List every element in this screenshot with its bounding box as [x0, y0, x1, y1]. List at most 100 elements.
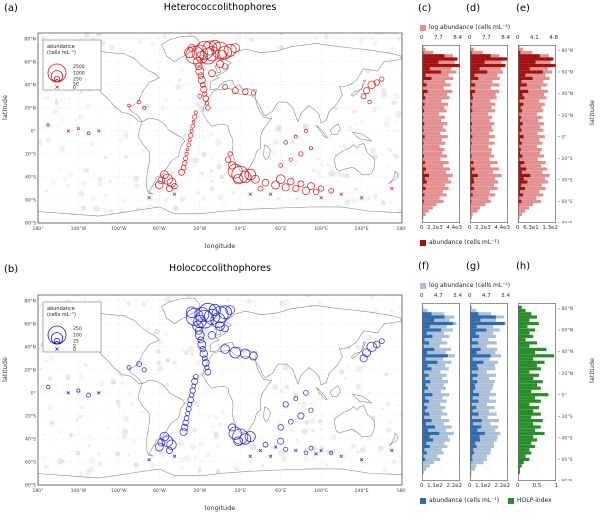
- svg-text:20°W: 20°W: [193, 226, 206, 232]
- right-ylabel-top: latitude: [588, 100, 596, 125]
- svg-text:(cells mL⁻¹): (cells mL⁻¹): [47, 50, 76, 56]
- svg-text:0°: 0°: [562, 134, 567, 140]
- tick-label: 0: [420, 225, 424, 231]
- svg-text:20°E: 20°E: [235, 488, 246, 494]
- tick-label: 4.1: [530, 35, 539, 41]
- tick-label: 0.5: [532, 483, 542, 489]
- panel-c-top-ticks: 0 7.7 8.4: [420, 35, 462, 41]
- tick-label: 2.2e3: [475, 225, 491, 231]
- svg-text:80°S: 80°S: [25, 221, 36, 227]
- legend-label: log abundance (cells mL⁻¹): [429, 282, 511, 289]
- svg-text:80°S: 80°S: [25, 483, 36, 489]
- svg-text:20°E: 20°E: [235, 226, 246, 232]
- svg-text:50: 50: [73, 81, 79, 87]
- svg-text:20°S: 20°S: [562, 414, 573, 420]
- tick-label: 4.7: [482, 293, 491, 299]
- abundance-blue-swatch: [420, 497, 426, 504]
- svg-text:0°: 0°: [31, 129, 36, 135]
- map-b-title: Holococcolithophores: [169, 263, 271, 274]
- svg-text:80°N: 80°N: [24, 36, 36, 42]
- svg-text:2500: 2500: [73, 64, 85, 70]
- panel-label-h: (h): [516, 261, 531, 272]
- svg-text:25: 25: [73, 338, 79, 344]
- svg-text:20°S: 20°S: [25, 414, 36, 420]
- tick-label: 0: [516, 35, 520, 41]
- svg-text:80°N: 80°N: [24, 298, 36, 304]
- log-abundance-red-swatch: [420, 24, 426, 31]
- svg-text:80°N: 80°N: [562, 48, 574, 54]
- svg-text:140°W: 140°W: [71, 226, 87, 232]
- panel-c-bottom-ticks: 0 2.2e3 4.4e3: [420, 225, 462, 231]
- svg-text:60°W: 60°W: [153, 488, 166, 494]
- map-b-xlabel: longitude: [204, 504, 236, 512]
- map-a-title: Heterococcolithophores: [163, 2, 277, 13]
- tick-label: 2.2e3: [427, 225, 443, 231]
- legend-log-abundance-red: log abundance (cells mL⁻¹): [420, 24, 510, 31]
- svg-text:60°E: 60°E: [275, 226, 286, 232]
- svg-text:180°: 180°: [396, 226, 406, 232]
- latitude-axis-bottom: 80°N 60°N 40°N 20°N 0° 20°S 40°S 60°S 80°S: [558, 306, 574, 481]
- panel-d-top-ticks: 0 7.7 8.4: [468, 35, 510, 41]
- profile-c: [422, 45, 460, 223]
- legend-label: abundance (cells mL⁻¹): [429, 497, 500, 504]
- svg-text:100: 100: [73, 333, 82, 339]
- panel-g-bottom-ticks: 0 1.1e2 2.2e2: [468, 483, 510, 489]
- svg-text:60°S: 60°S: [562, 457, 573, 463]
- svg-text:140°E: 140°E: [355, 488, 369, 494]
- tick-label: 4.8: [549, 35, 558, 41]
- panel-e-top-ticks: 0 4.1 4.8: [516, 35, 558, 41]
- panel-label-g: (g): [466, 261, 481, 272]
- panel-e-bottom-ticks: 0 6.3e1 1.3e2: [516, 225, 558, 231]
- svg-text:0°: 0°: [562, 392, 567, 398]
- tick-label: 5.4: [453, 293, 462, 299]
- tick-label: 0: [420, 483, 424, 489]
- svg-text:60°W: 60°W: [153, 226, 166, 232]
- panel-label-c: (c): [418, 3, 432, 14]
- svg-text:100°E: 100°E: [314, 226, 328, 232]
- tick-label: 2.2e2: [446, 483, 462, 489]
- svg-text:250: 250: [73, 76, 82, 82]
- legend-abundance-blue: abundance (cells mL⁻¹): [420, 497, 499, 504]
- legend-abundance-red: abundance (cells mL⁻¹): [420, 239, 499, 246]
- svg-text:250: 250: [73, 326, 82, 332]
- svg-text:20°S: 20°S: [562, 156, 573, 162]
- svg-text:0°: 0°: [31, 391, 36, 397]
- svg-text:abundance: abundance: [47, 306, 75, 312]
- tick-label: 7.7: [482, 35, 491, 41]
- tick-label: 1.1e2: [475, 483, 491, 489]
- svg-text:60°N: 60°N: [24, 59, 36, 65]
- legend-label: log abundance (cells mL⁻¹): [429, 24, 511, 31]
- svg-text:40°S: 40°S: [25, 437, 36, 443]
- tick-label: 0: [468, 293, 472, 299]
- svg-text:80°S: 80°S: [562, 479, 573, 481]
- right-ylabel-bottom: latitude: [588, 358, 596, 383]
- tick-label: 8.4: [501, 35, 510, 41]
- tick-label: 0: [516, 225, 520, 231]
- tick-label: 0: [420, 293, 424, 299]
- svg-text:20°N: 20°N: [562, 113, 574, 119]
- svg-text:40°S: 40°S: [562, 436, 573, 442]
- panel-f-top-ticks: 0 4.7 5.4: [420, 293, 462, 299]
- svg-text:40°N: 40°N: [24, 82, 36, 88]
- svg-text:(cells mL⁻¹): (cells mL⁻¹): [47, 312, 76, 318]
- tick-label: 1: [554, 483, 559, 489]
- profile-h: [518, 303, 556, 481]
- svg-text:40°N: 40°N: [562, 349, 574, 355]
- svg-text:20°N: 20°N: [24, 367, 36, 373]
- holp-index-swatch: [508, 497, 514, 504]
- panel-label-a: (a): [4, 3, 18, 14]
- tick-label: 8.4: [453, 35, 462, 41]
- panel-g-top-ticks: 0 4.7 5.4: [468, 293, 510, 299]
- tick-label: 4.4e3: [446, 225, 462, 231]
- svg-text:20°W: 20°W: [193, 488, 206, 494]
- panel-label-d: (d): [466, 3, 481, 14]
- legend-label: HOLP-index: [517, 497, 552, 504]
- svg-text:40°S: 40°S: [562, 178, 573, 184]
- svg-text:abundance: abundance: [47, 44, 75, 50]
- svg-text:20°N: 20°N: [562, 371, 574, 377]
- panel-d-bottom-ticks: 0 2.2e3 4.4e3: [468, 225, 510, 231]
- tick-label: 1.3e2: [542, 225, 558, 231]
- svg-text:60°S: 60°S: [562, 199, 573, 205]
